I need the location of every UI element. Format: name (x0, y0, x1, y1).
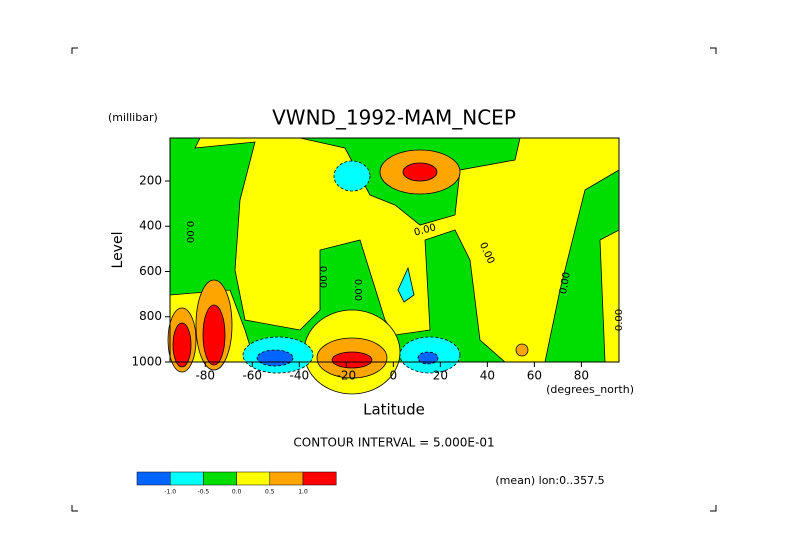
colorbar-box (269, 471, 304, 486)
contour-region (331, 351, 373, 369)
contour-label: 0.00 (352, 279, 363, 301)
x-axis-label: Latitude (363, 401, 425, 419)
x-tick-label: 40 (480, 369, 495, 383)
x-tick-label: -60 (242, 369, 262, 383)
x-unit: (degrees_north) (546, 383, 634, 396)
contour-region (256, 349, 294, 367)
colorbar-box (136, 471, 171, 486)
y-tick-label: 1000 (131, 355, 162, 369)
x-tick-label: -80 (195, 369, 215, 383)
y-tick-label: 600 (139, 264, 162, 278)
x-tick-label: 0 (390, 369, 398, 383)
colorbar-box (236, 471, 271, 486)
x-tick-label: -20 (337, 369, 357, 383)
contour-region (417, 351, 439, 365)
y-tick-label: 400 (139, 219, 162, 233)
contour-label: 0.00 (614, 309, 625, 331)
contour-region (397, 266, 415, 303)
footer: (mean) lon:0..357.5 (495, 474, 604, 487)
colorbar-label: 0.5 (265, 489, 275, 496)
contour-label: 0.00 (184, 221, 195, 243)
chart-title: VWND_1992-MAM_NCEP (272, 106, 516, 130)
x-tick-label: 20 (433, 369, 448, 383)
colorbar-label: 0.0 (232, 489, 242, 496)
colorbar-box (203, 471, 237, 486)
y-unit: (millibar) (108, 111, 158, 124)
frame-corners (71, 47, 717, 512)
x-tick-label: -40 (289, 369, 309, 383)
contour-interval: CONTOUR INTERVAL = 5.000E-01 (293, 436, 494, 450)
colorbar-box (169, 471, 204, 486)
colorbar-label: -0.5 (198, 489, 210, 496)
colorbar-label: 1.0 (298, 489, 308, 496)
colorbar-box (302, 471, 337, 486)
y-axis-label: Level (110, 232, 126, 269)
plot-frame (169, 137, 620, 363)
x-tick-label: 80 (574, 369, 589, 383)
colorbar-label: -1.0 (164, 489, 176, 496)
contour-region (402, 162, 438, 182)
contour-region (172, 322, 192, 368)
contour-region (515, 343, 529, 357)
y-tick-label: 800 (139, 309, 162, 323)
contour-region (202, 304, 226, 366)
y-tick-label: 200 (139, 173, 162, 187)
contour-field (167, 137, 620, 395)
contour-label: 0.00 (558, 271, 573, 295)
x-tick-label: 60 (527, 369, 542, 383)
contour-region (333, 160, 371, 192)
contour-label: 0.00 (317, 266, 328, 288)
